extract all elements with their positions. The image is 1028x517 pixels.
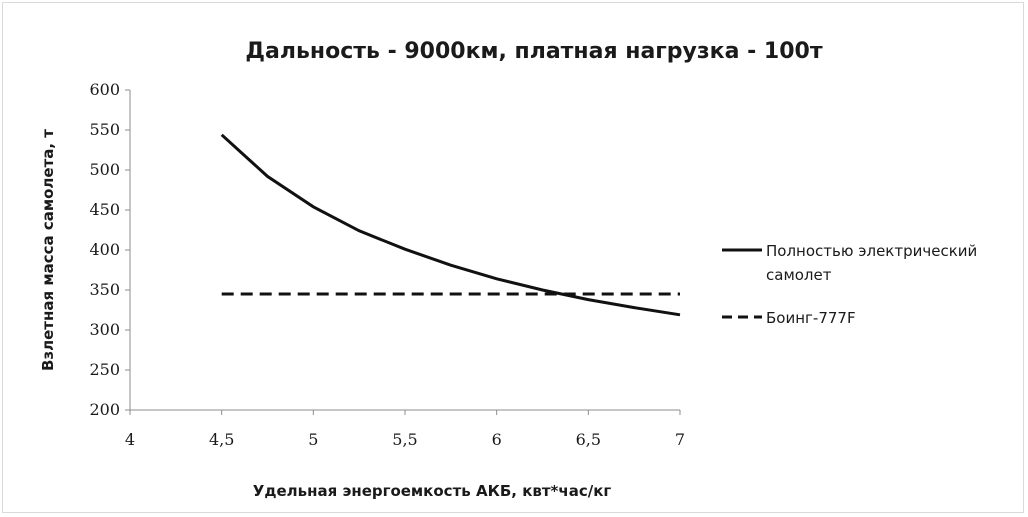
x-tick-label: 7 xyxy=(675,430,685,449)
y-tick-label: 450 xyxy=(89,200,120,219)
x-axis-ticks: 4 4,5 5 5,5 6 6,5 7 xyxy=(125,410,685,449)
x-tick-label: 4,5 xyxy=(209,430,234,449)
legend-label-electric-aircraft: самолет xyxy=(766,266,832,284)
y-axis-title: Взлетная масса самолета, т xyxy=(39,129,57,371)
series-group xyxy=(220,133,681,317)
x-tick-label: 5,5 xyxy=(392,430,417,449)
y-tick-label: 300 xyxy=(89,320,120,339)
x-tick-label: 6 xyxy=(492,430,502,449)
legend-label-boeing-777f: Боинг-777F xyxy=(766,309,856,327)
x-axis-title: Удельная энергоемкость АКБ, квт*час/кг xyxy=(253,482,612,500)
x-tick-label: 5 xyxy=(308,430,318,449)
y-tick-label: 550 xyxy=(89,120,120,139)
legend: Полностью электрический самолет Боинг-777F xyxy=(722,242,977,327)
x-tick-label: 4 xyxy=(125,430,135,449)
x-tick-label: 6,5 xyxy=(576,430,601,449)
chart-title: Дальность - 9000км, платная нагрузка - 1… xyxy=(245,39,822,64)
y-tick-label: 200 xyxy=(89,400,120,419)
y-tick-label: 500 xyxy=(89,160,120,179)
y-tick-label: 250 xyxy=(89,360,120,379)
y-tick-label: 400 xyxy=(89,240,120,259)
legend-label-electric-aircraft: Полностью электрический xyxy=(766,242,977,260)
series-line-electric-aircraft xyxy=(220,133,681,317)
y-axis-ticks: 600 550 500 450 400 350 300 250 200 xyxy=(89,80,130,419)
y-tick-label: 350 xyxy=(89,280,120,299)
y-tick-label: 600 xyxy=(89,80,120,99)
